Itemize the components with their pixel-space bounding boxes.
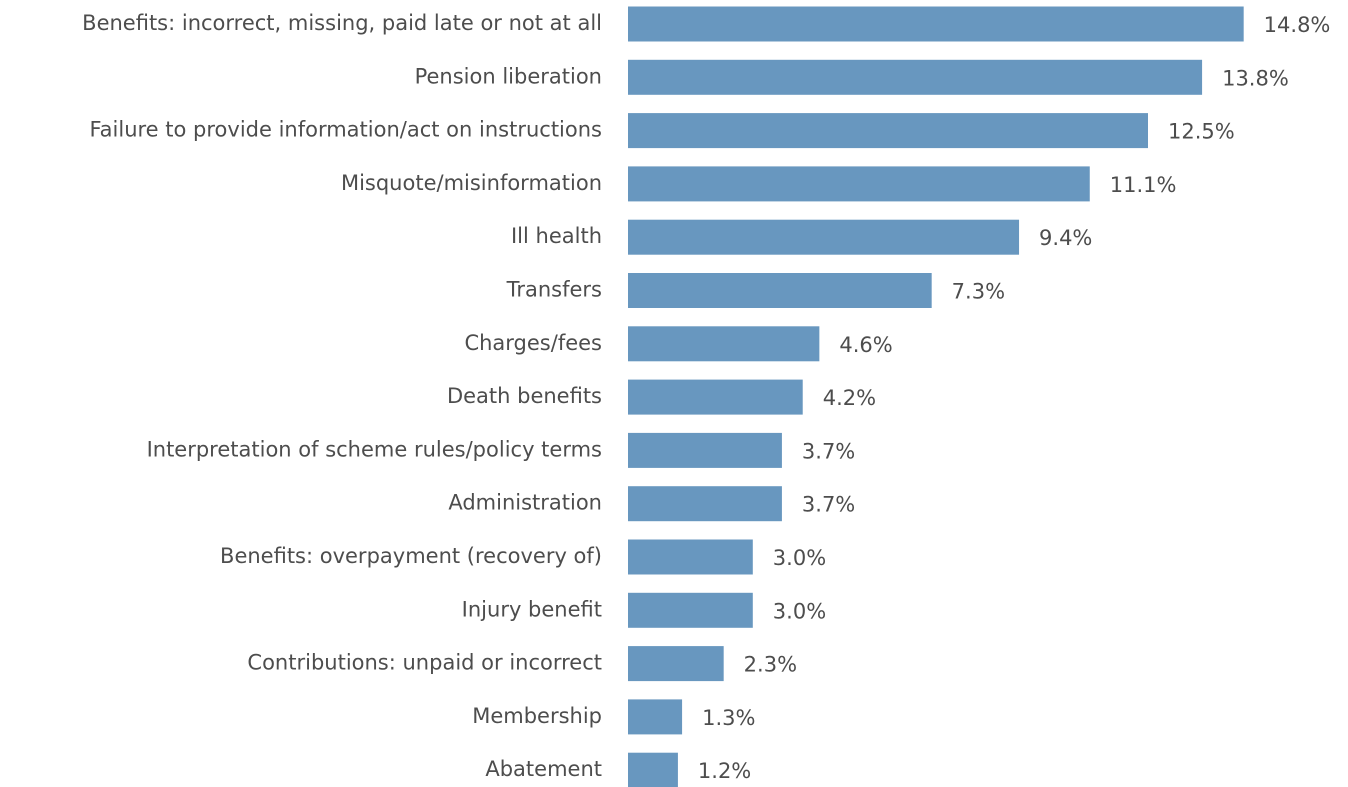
- bar: [628, 539, 753, 575]
- category-label: Misquote/misinformation: [341, 171, 602, 195]
- bar: [628, 166, 1090, 202]
- bar: [628, 379, 803, 415]
- bar: [628, 432, 782, 468]
- value-label: 7.3%: [952, 280, 1005, 304]
- value-label: 13.8%: [1222, 66, 1289, 90]
- bar: [628, 486, 782, 522]
- category-label: Interpretation of scheme rules/policy te…: [147, 437, 602, 461]
- value-label: 3.7%: [802, 493, 855, 517]
- value-label: 4.6%: [839, 333, 892, 357]
- bar: [628, 273, 932, 308]
- value-label: 3.0%: [773, 599, 826, 623]
- bar: [628, 646, 724, 682]
- value-label: 11.1%: [1110, 173, 1177, 197]
- category-label: Abatement: [485, 757, 602, 781]
- bar: [628, 219, 1020, 255]
- value-label: 9.4%: [1039, 226, 1092, 250]
- bar: [628, 113, 1148, 149]
- category-label: Transfers: [506, 278, 602, 302]
- value-label: 1.3%: [702, 706, 755, 730]
- value-label: 14.8%: [1264, 13, 1331, 37]
- category-label: Benefits: incorrect, missing, paid late …: [82, 11, 602, 35]
- value-label: 3.7%: [802, 439, 855, 463]
- value-label: 12.5%: [1168, 120, 1235, 144]
- bar: [628, 59, 1203, 95]
- category-label: Failure to provide information/act on in…: [90, 118, 602, 142]
- bar: [628, 752, 678, 787]
- category-label: Pension liberation: [415, 64, 602, 88]
- category-label: Membership: [472, 704, 602, 728]
- category-label: Administration: [448, 491, 602, 515]
- category-label: Contributions: unpaid or incorrect: [247, 651, 602, 675]
- category-label: Death benefits: [447, 384, 602, 408]
- category-label: Injury benefit: [462, 597, 602, 621]
- category-label: Charges/fees: [464, 331, 602, 355]
- bar: [628, 6, 1244, 42]
- value-label: 4.2%: [823, 386, 876, 410]
- bar: [628, 699, 683, 735]
- value-label: 1.2%: [698, 759, 751, 783]
- bar: [628, 326, 820, 362]
- category-label: Benefits: overpayment (recovery of): [220, 544, 602, 568]
- value-label: 2.3%: [744, 653, 797, 677]
- value-label: 3.0%: [773, 546, 826, 570]
- bar: [628, 592, 753, 628]
- category-label: Ill health: [511, 224, 602, 248]
